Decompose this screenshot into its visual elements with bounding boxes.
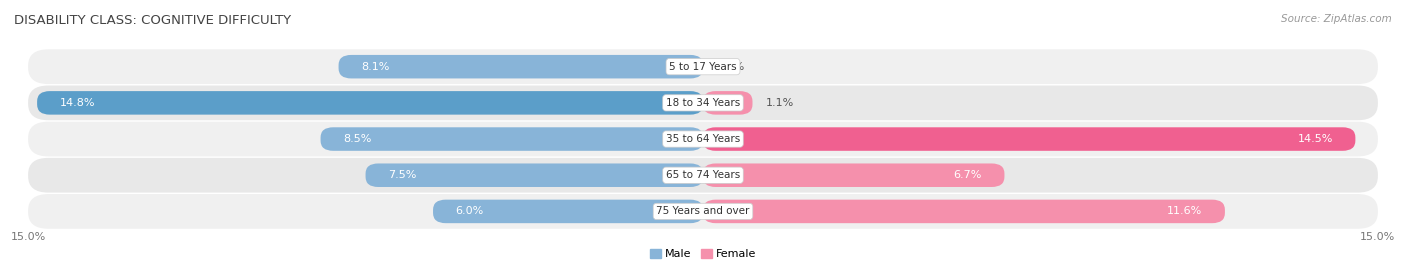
- FancyBboxPatch shape: [28, 122, 1378, 156]
- Text: 0.0%: 0.0%: [717, 62, 745, 72]
- Legend: Male, Female: Male, Female: [645, 244, 761, 264]
- Text: 75 Years and over: 75 Years and over: [657, 206, 749, 217]
- Text: 6.7%: 6.7%: [953, 170, 981, 180]
- Text: 7.5%: 7.5%: [388, 170, 416, 180]
- FancyBboxPatch shape: [703, 91, 752, 115]
- FancyBboxPatch shape: [28, 158, 1378, 193]
- FancyBboxPatch shape: [703, 200, 1225, 223]
- Text: DISABILITY CLASS: COGNITIVE DIFFICULTY: DISABILITY CLASS: COGNITIVE DIFFICULTY: [14, 14, 291, 26]
- FancyBboxPatch shape: [28, 86, 1378, 120]
- Text: 14.8%: 14.8%: [59, 98, 96, 108]
- Text: 1.1%: 1.1%: [766, 98, 794, 108]
- FancyBboxPatch shape: [321, 127, 703, 151]
- Text: 6.0%: 6.0%: [456, 206, 484, 217]
- FancyBboxPatch shape: [339, 55, 703, 79]
- FancyBboxPatch shape: [366, 163, 703, 187]
- FancyBboxPatch shape: [28, 49, 1378, 84]
- Text: 14.5%: 14.5%: [1298, 134, 1333, 144]
- FancyBboxPatch shape: [703, 163, 1004, 187]
- Text: Source: ZipAtlas.com: Source: ZipAtlas.com: [1281, 14, 1392, 23]
- Text: 8.5%: 8.5%: [343, 134, 371, 144]
- FancyBboxPatch shape: [433, 200, 703, 223]
- Text: 65 to 74 Years: 65 to 74 Years: [666, 170, 740, 180]
- Text: 35 to 64 Years: 35 to 64 Years: [666, 134, 740, 144]
- FancyBboxPatch shape: [37, 91, 703, 115]
- Text: 8.1%: 8.1%: [361, 62, 389, 72]
- Text: 11.6%: 11.6%: [1167, 206, 1202, 217]
- FancyBboxPatch shape: [703, 127, 1355, 151]
- Text: 5 to 17 Years: 5 to 17 Years: [669, 62, 737, 72]
- Text: 18 to 34 Years: 18 to 34 Years: [666, 98, 740, 108]
- FancyBboxPatch shape: [28, 194, 1378, 229]
